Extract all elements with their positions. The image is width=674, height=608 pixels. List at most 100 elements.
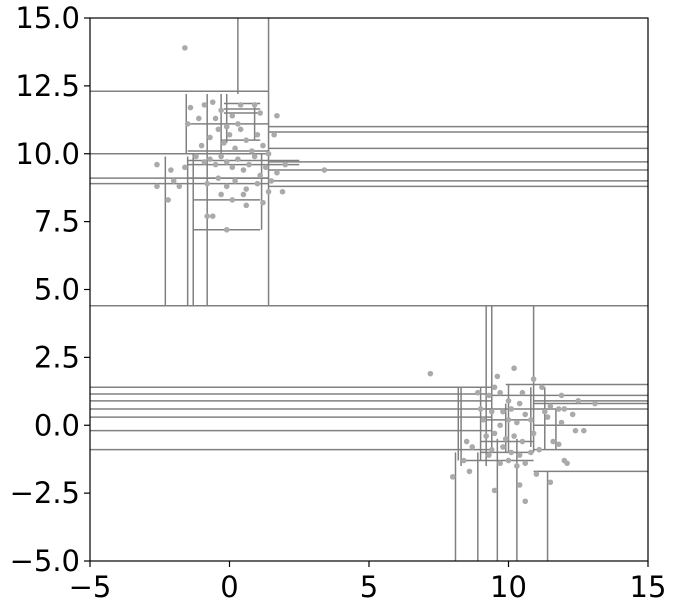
data-point xyxy=(218,107,224,114)
data-point xyxy=(243,137,250,143)
data-point xyxy=(516,482,523,488)
data-point xyxy=(505,417,512,423)
data-point xyxy=(508,406,515,412)
data-point xyxy=(240,191,247,198)
data-point xyxy=(516,400,523,407)
data-point xyxy=(550,438,556,445)
data-point xyxy=(491,487,498,494)
data-point xyxy=(201,159,208,165)
data-point xyxy=(564,460,570,467)
data-point xyxy=(533,471,540,477)
data-point xyxy=(223,123,230,130)
data-point xyxy=(519,389,526,396)
data-point xyxy=(212,161,219,168)
x-tick-label: 15 xyxy=(630,570,667,604)
data-point xyxy=(469,444,476,450)
data-point xyxy=(182,164,188,171)
x-axis-ticks: −5 0 5 10 15 xyxy=(69,561,667,604)
x-tick-label: 5 xyxy=(360,570,378,604)
data-point xyxy=(246,161,252,168)
data-point xyxy=(254,131,261,138)
data-point xyxy=(516,452,523,458)
data-point xyxy=(572,427,579,434)
y-tick-label: 10.0 xyxy=(15,137,80,171)
data-point xyxy=(500,444,506,450)
data-point xyxy=(547,403,554,410)
data-point xyxy=(539,384,545,391)
data-point xyxy=(249,148,255,154)
y-tick-label: 2.5 xyxy=(34,340,80,374)
data-point xyxy=(184,121,191,127)
data-point xyxy=(522,498,529,505)
x-tick-label: −5 xyxy=(69,570,112,604)
x-tick-label: 10 xyxy=(490,570,527,604)
data-point xyxy=(463,438,470,445)
data-point xyxy=(511,365,517,372)
data-point xyxy=(243,202,250,209)
data-point xyxy=(530,430,537,437)
data-point xyxy=(544,414,551,420)
data-point xyxy=(257,172,263,179)
data-point xyxy=(514,463,520,469)
data-point xyxy=(265,188,272,195)
data-point xyxy=(223,159,230,165)
data-point xyxy=(176,183,183,190)
data-point xyxy=(575,398,582,404)
data-point xyxy=(558,419,565,426)
data-point xyxy=(209,213,216,219)
data-point xyxy=(483,433,489,439)
data-point xyxy=(212,115,219,122)
data-point xyxy=(561,406,568,412)
data-point xyxy=(497,389,503,396)
data-point xyxy=(229,164,236,171)
data-point xyxy=(279,188,286,195)
data-point xyxy=(274,169,280,176)
data-point xyxy=(547,479,554,486)
data-point xyxy=(215,126,222,133)
data-point xyxy=(475,389,481,396)
data-point xyxy=(218,153,224,160)
data-point xyxy=(321,167,328,173)
x-tick-label: 0 xyxy=(220,570,238,604)
data-point xyxy=(505,457,512,464)
data-point xyxy=(486,392,492,399)
data-point xyxy=(165,197,171,203)
data-point xyxy=(193,153,199,160)
data-point xyxy=(488,446,495,453)
data-point xyxy=(480,417,487,423)
data-point xyxy=(488,408,495,415)
data-point xyxy=(274,112,280,119)
data-point xyxy=(514,419,520,426)
data-point xyxy=(229,112,236,119)
data-point xyxy=(204,213,210,219)
data-point xyxy=(491,384,498,391)
data-point xyxy=(235,121,241,127)
partition-lines xyxy=(90,18,648,561)
y-tick-label: −5.0 xyxy=(10,544,80,578)
data-point xyxy=(232,145,238,152)
data-points xyxy=(154,45,598,505)
data-point xyxy=(528,449,534,456)
data-point xyxy=(522,460,529,467)
data-point xyxy=(154,183,160,190)
data-point xyxy=(461,457,467,464)
data-point xyxy=(494,373,501,380)
data-point xyxy=(505,398,512,404)
data-point xyxy=(251,102,258,108)
data-point xyxy=(237,102,244,108)
data-point xyxy=(466,468,473,475)
data-point xyxy=(486,452,492,458)
data-point xyxy=(257,110,263,116)
data-point xyxy=(218,191,224,198)
data-point xyxy=(265,150,272,157)
data-point xyxy=(223,183,230,190)
data-point xyxy=(207,134,213,141)
data-point xyxy=(502,436,509,442)
data-point xyxy=(221,140,227,146)
data-point xyxy=(508,449,515,456)
data-point xyxy=(497,460,503,467)
data-point xyxy=(201,102,208,108)
data-point xyxy=(558,392,565,399)
